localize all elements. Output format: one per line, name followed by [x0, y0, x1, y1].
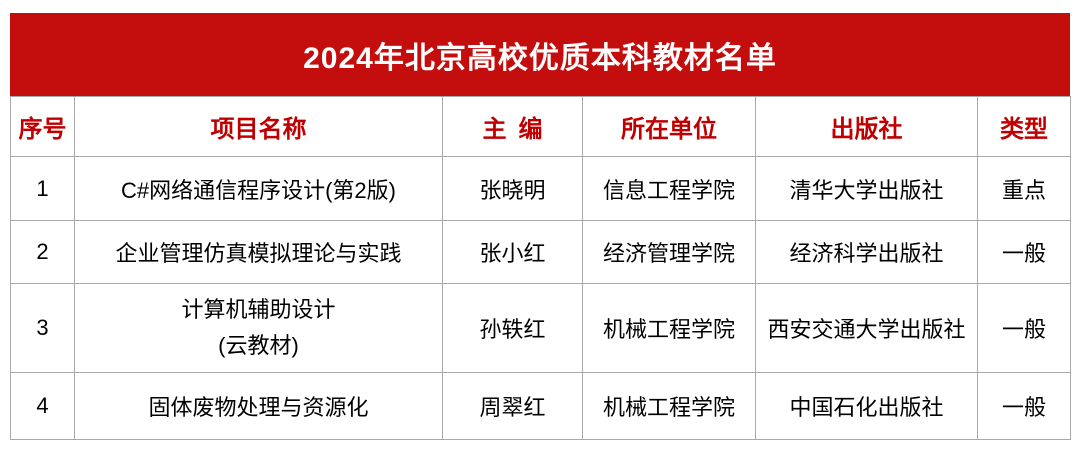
- cell-unit: 经济管理学院: [582, 220, 756, 284]
- cell-chief-editor: 张小红: [442, 220, 583, 284]
- table-row: 3 计算机辅助设计 (云教材) 孙轶红 机械工程学院 西安交通大学出版社 一般: [10, 283, 1071, 373]
- page-title: 2024年北京高校优质本科教材名单: [303, 41, 777, 75]
- column-header-publisher: 出版社: [755, 96, 978, 157]
- cell-no: 3: [10, 283, 75, 373]
- table-row: 1 C#网络通信程序设计(第2版) 张晓明 信息工程学院 清华大学出版社 重点: [10, 156, 1071, 221]
- cell-publisher: 清华大学出版社: [755, 156, 978, 221]
- table-row: 4 固体废物处理与资源化 周翠红 机械工程学院 中国石化出版社 一般: [10, 372, 1071, 440]
- cell-unit: 机械工程学院: [582, 372, 756, 440]
- cell-project-name: 企业管理仿真模拟理论与实践: [74, 220, 443, 284]
- table-sheet: 2024年北京高校优质本科教材名单 序号 项目名称 主 编 所在单位 出版社 类…: [10, 13, 1071, 440]
- cell-publisher: 经济科学出版社: [755, 220, 978, 284]
- cell-chief-editor: 张晓明: [442, 156, 583, 221]
- cell-publisher: 西安交通大学出版社: [755, 283, 978, 373]
- project-name-line1: 计算机辅助设计: [181, 297, 336, 322]
- cell-no: 2: [10, 220, 75, 284]
- cell-type: 一般: [977, 372, 1071, 440]
- column-header-no: 序号: [10, 96, 75, 157]
- cell-type: 一般: [977, 283, 1071, 373]
- cell-type: 重点: [977, 156, 1071, 221]
- title-banner: 2024年北京高校优质本科教材名单: [10, 13, 1070, 96]
- column-header-chief-editor: 主 编: [442, 96, 583, 157]
- cell-type: 一般: [977, 220, 1071, 284]
- project-name-line2: (云教材): [218, 333, 299, 358]
- column-header-unit: 所在单位: [582, 96, 756, 157]
- cell-unit: 机械工程学院: [582, 283, 756, 373]
- cell-project-name: 计算机辅助设计 (云教材): [74, 283, 443, 373]
- cell-chief-editor: 周翠红: [442, 372, 583, 440]
- header-row: 序号 项目名称 主 编 所在单位 出版社 类型: [10, 96, 1071, 157]
- cell-project-name: C#网络通信程序设计(第2版): [74, 156, 443, 221]
- cell-chief-editor: 孙轶红: [442, 283, 583, 373]
- textbook-table: 序号 项目名称 主 编 所在单位 出版社 类型 1 C#网络通信程序设计(第2版…: [10, 96, 1071, 440]
- column-header-type: 类型: [977, 96, 1071, 157]
- column-header-project-name: 项目名称: [74, 96, 443, 157]
- table-row: 2 企业管理仿真模拟理论与实践 张小红 经济管理学院 经济科学出版社 一般: [10, 220, 1071, 284]
- cell-publisher: 中国石化出版社: [755, 372, 978, 440]
- cell-unit: 信息工程学院: [582, 156, 756, 221]
- cell-project-name: 固体废物处理与资源化: [74, 372, 443, 440]
- cell-no: 4: [10, 372, 75, 440]
- cell-no: 1: [10, 156, 75, 221]
